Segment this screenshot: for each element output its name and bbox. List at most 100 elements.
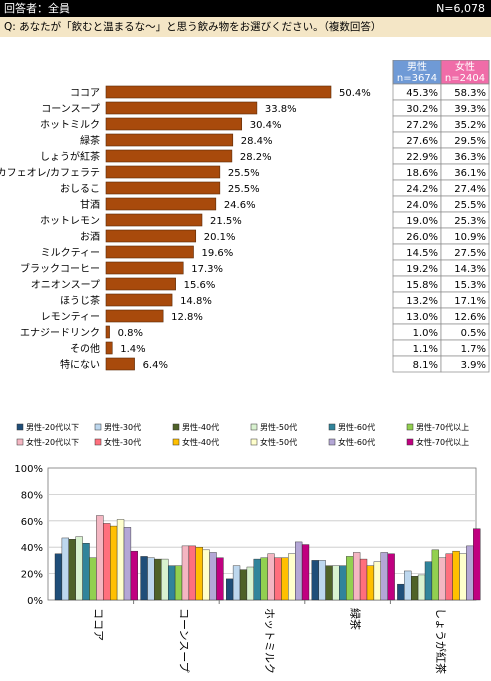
table-col-n: n=2404 [445, 73, 485, 84]
bar [473, 528, 481, 601]
table-value: 1.1% [413, 344, 438, 355]
bar [68, 539, 76, 601]
value-label: 19.6% [202, 248, 234, 259]
bar [105, 213, 203, 227]
table-value: 15.8% [406, 280, 438, 291]
bar [188, 545, 196, 601]
table-value: 27.2% [406, 120, 438, 131]
bar [353, 552, 361, 601]
bar [116, 519, 125, 601]
bar [105, 245, 194, 259]
category-label: ホットミルク [40, 119, 100, 131]
bar [411, 576, 419, 601]
legend-swatch [328, 423, 336, 431]
table-value: 0.5% [461, 328, 486, 339]
table-value: 1.7% [461, 344, 486, 355]
table-value: 8.1% [413, 360, 438, 371]
bar [311, 560, 319, 601]
legend-swatch [94, 438, 102, 446]
category-label: ほうじ茶 [60, 294, 100, 307]
male-header-cell [392, 60, 442, 85]
bar [431, 549, 439, 601]
legend-label: 女性-20代以下 [26, 437, 79, 447]
bar [123, 527, 132, 601]
bar [105, 117, 243, 131]
table-value: 27.5% [454, 248, 486, 259]
category-label: ホットレモン [40, 215, 100, 227]
value-label: 50.4% [339, 88, 371, 99]
legend-swatch [16, 438, 24, 446]
bar [96, 515, 104, 601]
bar [274, 557, 282, 601]
table-value: 19.2% [406, 264, 438, 275]
bar [466, 545, 474, 601]
bar [325, 565, 333, 601]
table-value: 25.3% [454, 216, 486, 227]
value-label: 14.8% [180, 296, 212, 307]
table-col-name: 女性 [455, 60, 475, 73]
bar [105, 357, 135, 371]
category-label: ミルクティー [41, 247, 100, 259]
female-header-cell [440, 60, 490, 85]
table-value: 35.2% [454, 120, 486, 131]
bar [253, 558, 261, 601]
bar [404, 570, 412, 601]
category-label: その他 [70, 342, 100, 355]
value-label: 6.4% [143, 360, 168, 371]
bar [75, 536, 83, 601]
legend-label: 男性-20代以下 [26, 422, 79, 432]
legend-label: 女性-60代 [338, 437, 375, 447]
category-label: オニオンスープ [31, 279, 100, 291]
category-label: お酒 [80, 231, 100, 243]
respondents-label: 回答者：全員 [4, 2, 70, 15]
table-value: 25.5% [454, 200, 486, 211]
category-label: エナジードリンク [20, 327, 100, 339]
bar [105, 165, 221, 179]
table-col-name: 男性 [407, 60, 427, 73]
bar [54, 553, 63, 601]
table-value: 30.2% [406, 104, 438, 115]
legend-swatch [172, 423, 180, 431]
bar [105, 133, 234, 147]
bar [225, 578, 234, 601]
bar [105, 277, 176, 291]
value-label: 21.5% [210, 216, 242, 227]
bar [105, 85, 332, 99]
bar [246, 566, 254, 601]
table-value: 13.0% [406, 312, 438, 323]
bar [281, 557, 289, 601]
y-tick-label: 40% [21, 543, 43, 554]
bar [105, 149, 233, 163]
table-value: 19.0% [406, 216, 438, 227]
bar [452, 550, 460, 601]
table-value: 18.6% [406, 168, 438, 179]
table-value: 17.1% [454, 296, 486, 307]
sample-size: N=6,078 [436, 2, 485, 15]
table-value: 13.2% [406, 296, 438, 307]
table-value: 24.0% [406, 200, 438, 211]
bar [373, 561, 381, 601]
legend-swatch [250, 438, 258, 446]
bar [105, 197, 217, 211]
value-label: 25.5% [228, 168, 260, 179]
bar [105, 261, 184, 275]
table-value: 10.9% [454, 232, 486, 243]
bar [167, 565, 176, 601]
bar [301, 544, 310, 601]
y-tick-label: 0% [27, 596, 43, 607]
bar [232, 565, 241, 601]
table-value: 12.6% [454, 312, 486, 323]
bar [109, 525, 118, 601]
question-text: Q: あなたが「飲むと温まるな～」と思う飲み物をお選びください。（複数回答） [4, 21, 382, 33]
value-label: 20.1% [204, 232, 236, 243]
bar [61, 537, 70, 601]
category-label: 甘酒 [80, 198, 100, 211]
table-value: 39.3% [454, 104, 486, 115]
value-label: 12.8% [171, 312, 203, 323]
bar [318, 560, 326, 601]
bar [161, 558, 169, 601]
bar [459, 553, 467, 601]
bar [424, 561, 433, 601]
y-tick-label: 100% [14, 464, 43, 475]
table-value: 27.6% [406, 136, 438, 147]
